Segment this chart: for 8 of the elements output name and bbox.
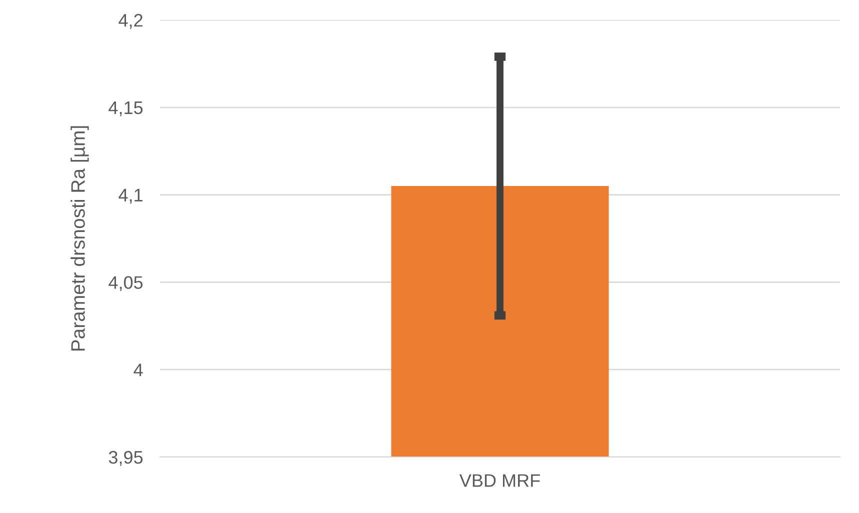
- y-axis-title: Parametr drsnosti Ra [µm]: [70, 126, 89, 351]
- y-tick-label: 4,05: [108, 276, 143, 292]
- y-tick-label: 4,2: [118, 14, 142, 29]
- y-tick-label: 4,1: [118, 188, 142, 204]
- y-tick-label: 3,95: [108, 450, 143, 466]
- y-tick-label: 4: [134, 364, 143, 376]
- x-tick-label: VBD MRF: [459, 474, 540, 487]
- y-tick-label: 4,15: [108, 102, 143, 116]
